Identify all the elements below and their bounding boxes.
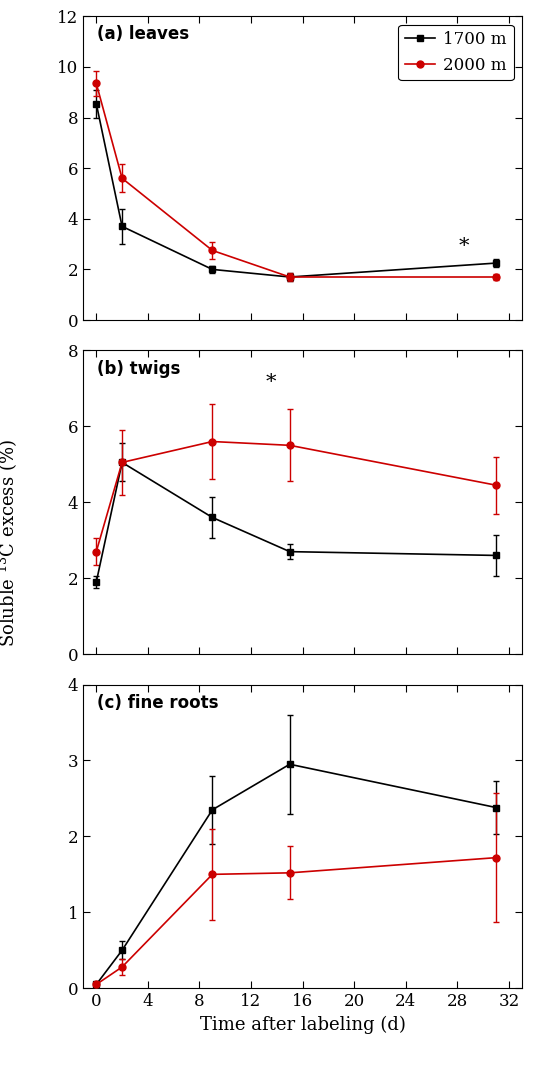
Text: *: * [265,374,275,392]
Text: *: * [458,237,469,256]
Legend: 1700 m, 2000 m: 1700 m, 2000 m [398,25,514,80]
Text: (a) leaves: (a) leaves [96,25,189,43]
Text: (b) twigs: (b) twigs [96,359,180,378]
Text: Soluble $^{13}$C excess (%): Soluble $^{13}$C excess (%) [0,439,20,647]
X-axis label: Time after labeling (d): Time after labeling (d) [200,1015,406,1034]
Text: (c) fine roots: (c) fine roots [96,694,218,711]
